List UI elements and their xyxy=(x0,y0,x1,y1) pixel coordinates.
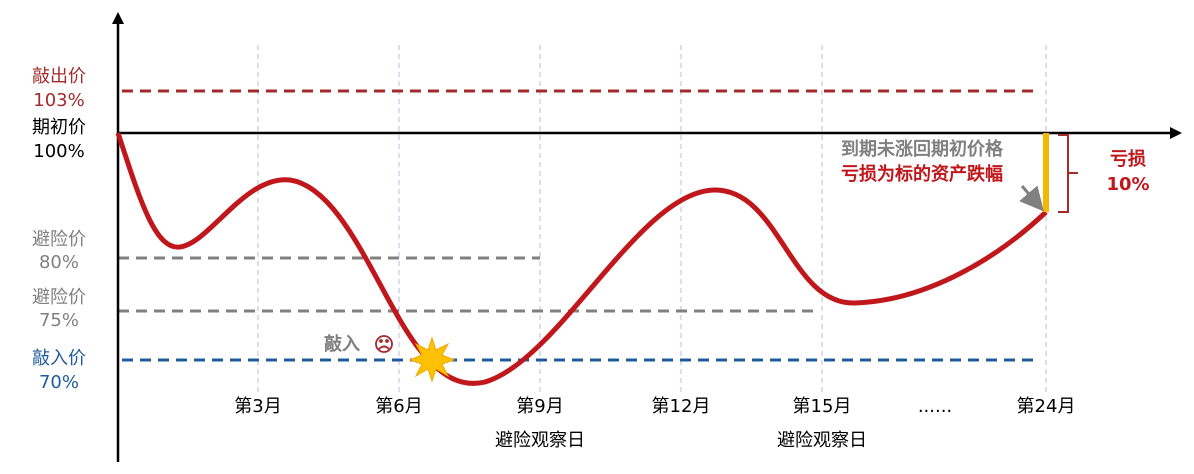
level-label: 103% xyxy=(33,90,84,111)
annotation: 到期未涨回期初价格 xyxy=(841,138,1004,160)
loss-title: 亏损 xyxy=(1110,148,1146,170)
observation-label: 避险观察日 xyxy=(495,430,585,451)
month-label: 第15月 xyxy=(793,396,852,417)
level-name: 敲入价 xyxy=(32,348,86,369)
x-arrow xyxy=(1170,127,1182,139)
month-label: ...... xyxy=(918,396,952,417)
knock-in-label: 敲入 xyxy=(324,333,360,355)
sad-face xyxy=(375,335,393,353)
month-label: 第12月 xyxy=(652,396,711,417)
level-label: 100% xyxy=(33,141,84,162)
price-curve xyxy=(115,132,1048,386)
level-label: 70% xyxy=(39,372,79,393)
observation-label: 避险观察日 xyxy=(777,430,867,451)
grid xyxy=(257,45,1047,392)
level-name: 期初价 xyxy=(32,117,86,138)
y-arrow xyxy=(112,12,124,24)
level-name: 避险价 xyxy=(32,229,86,250)
level-label: 80% xyxy=(39,252,79,273)
loss-value: 10% xyxy=(1106,174,1149,195)
month-label: 第24月 xyxy=(1017,396,1076,417)
month-label: 第9月 xyxy=(516,396,563,417)
month-label: 第3月 xyxy=(234,396,281,417)
bracket xyxy=(1058,134,1078,213)
arrow xyxy=(1019,185,1044,212)
knock-in-burst xyxy=(408,336,456,383)
level-name: 避险价 xyxy=(32,287,86,308)
annotation: 亏损为标的资产跌幅 xyxy=(841,163,1003,185)
level-name: 敲出价 xyxy=(32,66,86,87)
month-label: 第6月 xyxy=(375,396,422,417)
level-label: 75% xyxy=(39,310,79,331)
